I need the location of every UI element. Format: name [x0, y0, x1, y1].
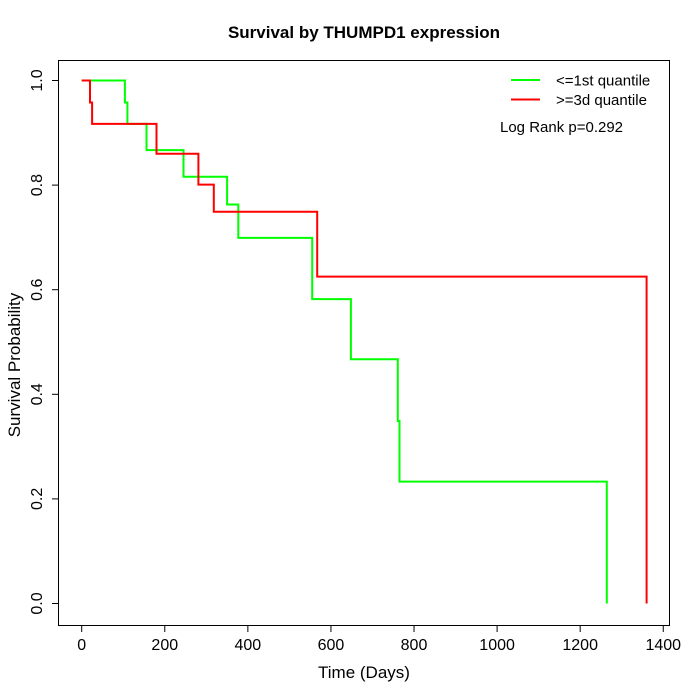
x-tick-label: 400 — [235, 637, 262, 654]
plot-box — [58, 60, 670, 626]
y-tick-label: 0.6 — [29, 278, 46, 300]
x-tick-label: 1400 — [645, 637, 681, 654]
x-tick-label: 0 — [77, 637, 86, 654]
survival-curve-first-quantile — [81, 79, 608, 604]
legend: <=1st quantile >=3d quantile Log Rank p=… — [500, 73, 650, 137]
y-tick-label: 0.2 — [29, 488, 46, 510]
y-axis-label: Survival Probability — [5, 292, 24, 437]
x-tick-label: 1000 — [479, 637, 515, 654]
y-axis-ticks: 0.0 0.2 0.4 0.6 0.8 1.0 — [29, 69, 59, 615]
survival-curves — [81, 79, 648, 604]
legend-label-third-quantile: >=3d quantile — [556, 92, 647, 109]
survival-curve-third-quantile — [81, 79, 648, 604]
x-tick-label: 1200 — [562, 637, 598, 654]
x-axis-ticks: 0 200 400 600 800 1000 1200 1400 — [77, 625, 681, 654]
legend-label-first-quantile: <=1st quantile — [556, 73, 650, 90]
logrank-annotation: Log Rank p=0.292 — [500, 119, 623, 136]
x-axis-label: Time (Days) — [318, 663, 410, 682]
y-tick-label: 0.0 — [29, 592, 46, 614]
y-tick-label: 0.8 — [29, 174, 46, 196]
x-tick-label: 200 — [151, 637, 178, 654]
y-tick-label: 0.4 — [29, 383, 46, 405]
y-tick-label: 1.0 — [29, 69, 46, 91]
x-tick-label: 800 — [401, 637, 428, 654]
x-tick-label: 600 — [318, 637, 345, 654]
chart-title: Survival by THUMPD1 expression — [228, 23, 500, 42]
